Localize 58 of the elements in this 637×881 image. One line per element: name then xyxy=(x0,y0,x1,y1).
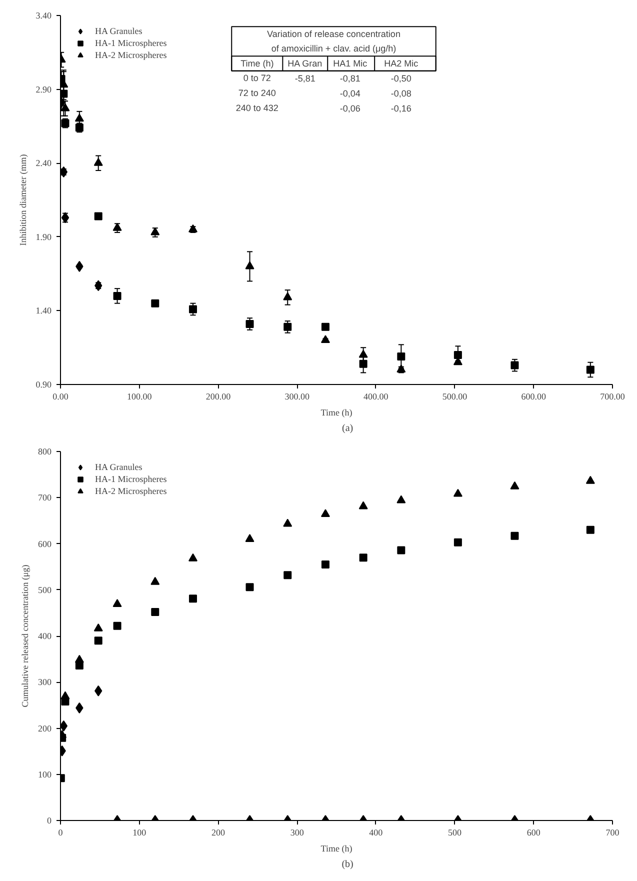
x-tick-label: 600 xyxy=(526,828,541,838)
text: (a) xyxy=(342,423,354,434)
y-axis-title: Cumulative released concentration (μg) xyxy=(20,564,30,708)
y-tick-label: 3.40 xyxy=(36,10,52,20)
text: (b) xyxy=(342,859,354,870)
annotation: -0,06 xyxy=(340,103,360,114)
x-axis-title: Time (h) xyxy=(240,58,274,68)
x-tick-label: 200.00 xyxy=(206,392,232,402)
annotation: 240 to 432 xyxy=(236,102,278,113)
annotation: HA2 Mic xyxy=(384,58,419,68)
annotation: -0,04 xyxy=(340,88,360,98)
x-axis-title: Time (h) xyxy=(320,844,352,854)
x-tick-label: 300.00 xyxy=(284,392,310,402)
legend-label: HA-2 Microspheres xyxy=(95,485,167,497)
x-tick-label: 200 xyxy=(211,828,226,838)
annotation: -0,81 xyxy=(340,74,360,84)
y-tick-label: 600 xyxy=(38,538,52,549)
text: Time (h) xyxy=(320,408,352,418)
x-tick-label: 400 xyxy=(369,828,384,838)
annotation: Variation of release concentration of amoxicillin + clav. acid (μg/h) xyxy=(267,28,400,54)
legend-label: HA-1 Microspheres xyxy=(95,37,167,49)
annotation: HA1 Mic xyxy=(333,58,368,68)
legend-label: HA Granules xyxy=(95,25,142,37)
y-tick-label: 0.90 xyxy=(36,380,52,390)
y-tick-label: 400 xyxy=(38,631,52,641)
x-tick-label: 600.00 xyxy=(521,392,547,402)
x-tick-label: 100 xyxy=(132,828,147,838)
y-tick-label: 1.40 xyxy=(36,306,52,316)
y-tick-label: 200 xyxy=(38,723,52,734)
annotation: HA Gran xyxy=(288,58,322,68)
x-tick-label: 500.00 xyxy=(442,392,468,402)
annotation: -0,08 xyxy=(390,88,412,98)
annotation: 0 to 72 xyxy=(243,73,271,84)
x-tick-label: 700.00 xyxy=(600,392,626,402)
y-tick-label: 500 xyxy=(38,584,52,595)
x-tick-label: 0 xyxy=(58,828,64,838)
y-tick-label: 0 xyxy=(47,816,52,826)
annotation: -0,16 xyxy=(390,103,412,114)
annotation: -5,81 xyxy=(294,74,316,84)
legend-label: HA-2 Microspheres xyxy=(95,49,167,61)
y-tick-label: 800 xyxy=(38,446,52,456)
x-tick-label: 0.00 xyxy=(52,392,69,402)
x-tick-label: 700 xyxy=(606,828,620,838)
legend-label: HA Granules xyxy=(95,461,142,473)
y-tick-label: 300 xyxy=(38,677,52,688)
y-tick-label: 2.90 xyxy=(36,84,52,94)
y-tick-label: 1.90 xyxy=(36,232,52,242)
annotation: -0,50 xyxy=(390,74,412,84)
y-tick-label: 100 xyxy=(38,769,52,780)
y-axis-title: Inhibition diameter (mm) xyxy=(18,154,28,246)
annotation: 72 to 240 xyxy=(238,88,276,98)
y-tick-label: 2.40 xyxy=(36,158,52,168)
x-tick-label: 500 xyxy=(448,828,462,838)
x-tick-label: 100.00 xyxy=(126,392,152,402)
x-tick-label: 300 xyxy=(290,828,304,838)
y-tick-label: 700 xyxy=(38,492,52,503)
legend-label: HA-1 Microspheres xyxy=(95,473,167,485)
x-tick-label: 400.00 xyxy=(364,392,389,402)
